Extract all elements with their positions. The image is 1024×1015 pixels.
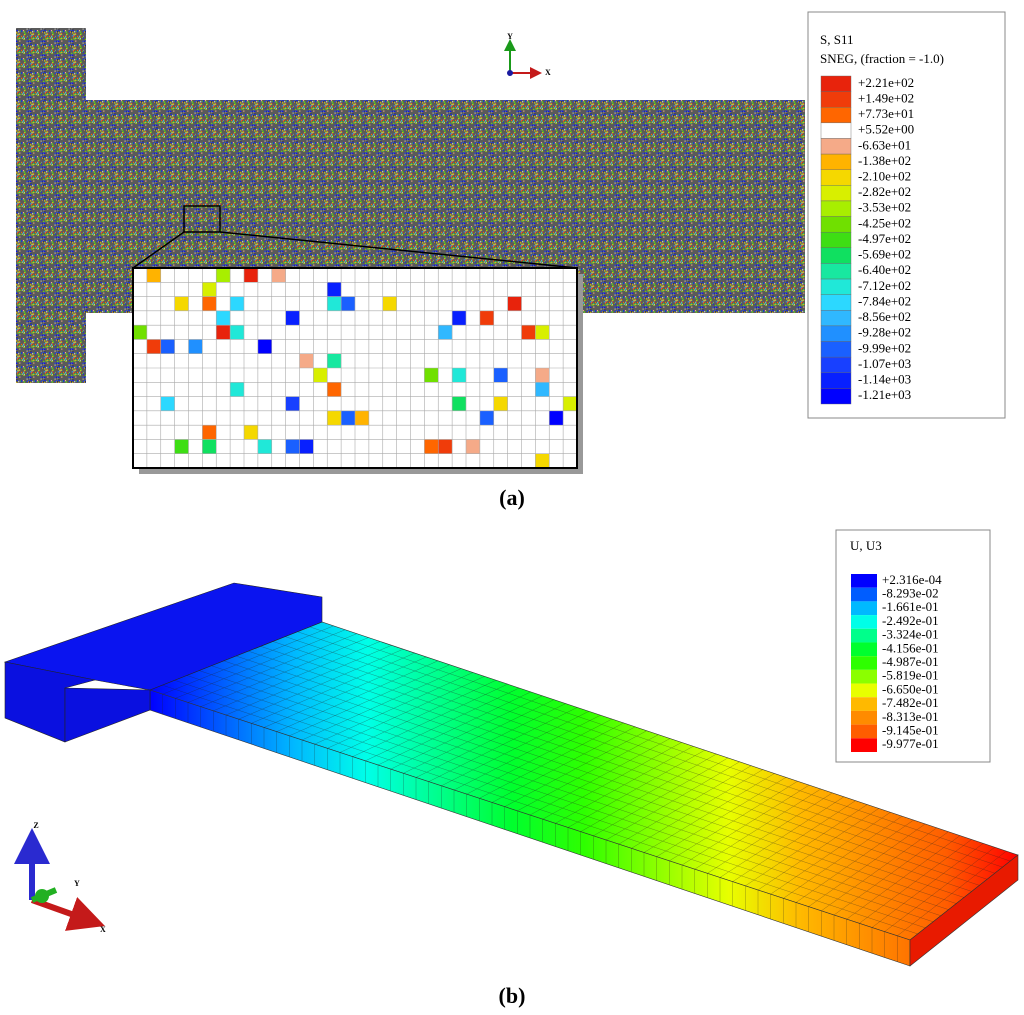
legend-label: -7.84e+02 [858,293,911,308]
triad-label: Y [74,879,80,888]
legend-label: -4.97e+02 [858,231,911,246]
legend-swatch [820,216,852,233]
legend-swatch [851,710,877,725]
legend-label: -9.145e-01 [882,722,939,737]
legend-label: -9.99e+02 [858,340,911,355]
legend-label: -2.82e+02 [858,184,911,199]
legend-label: -8.56e+02 [858,309,911,324]
legend-label: -8.293e-02 [882,586,939,601]
legend-label: -4.156e-01 [882,640,939,655]
legend-swatch [820,91,852,108]
legend-swatch [820,122,852,139]
legend-swatch [851,628,877,643]
triad-label: X [545,68,551,77]
legend-label: +5.52e+00 [858,122,914,137]
axis-triad: Z Y X [14,821,106,934]
legend-swatch [851,738,877,752]
legend-swatch [851,642,877,657]
legend-label: +2.316e-04 [882,572,942,587]
legend-swatch [820,263,852,280]
legend-label: -6.40e+02 [858,262,911,277]
legend-title: SNEG, (fraction = -1.0) [820,51,944,66]
beam [3,582,1019,967]
legend-label: -6.650e-01 [882,681,939,696]
legend-label: -8.313e-01 [882,709,939,724]
legend-swatch [851,587,877,602]
triad-label: Z [33,821,38,830]
legend-label: -3.324e-01 [882,627,939,642]
legend-swatch [820,75,852,92]
legend-swatch [820,388,852,405]
legend-label: -5.819e-01 [882,668,939,683]
legend-label: -5.69e+02 [858,247,911,262]
legend-label: -7.12e+02 [858,278,911,293]
legend: +2.21e+02+1.49e+02+7.73e+01+5.52e+00-6.6… [820,75,914,405]
zoom-region [183,205,221,233]
legend-title: U, U3 [850,538,882,553]
legend-swatch [820,107,852,124]
legend-label: -1.661e-01 [882,599,939,614]
caption: (b) [499,983,526,1008]
legend-swatch [820,231,852,249]
legend-swatch [820,247,852,264]
legend-label: -4.987e-01 [882,654,939,669]
legend-swatch [820,372,852,389]
legend-label: -1.21e+03 [858,387,911,402]
legend-swatch [851,669,877,684]
legend-swatch [820,356,852,373]
legend-swatch [820,138,852,155]
legend-label: -9.977e-01 [882,736,939,751]
legend-title: S, S11 [820,32,853,47]
zoom-line [132,231,185,269]
legend: +2.316e-04-8.293e-02-1.661e-01-2.492e-01… [851,572,942,752]
legend-label: +7.73e+01 [858,106,914,121]
legend-label: -9.28e+02 [858,325,911,340]
zoom-line [219,231,578,269]
legend-swatch [851,724,877,739]
legend-swatch [851,574,877,588]
legend-label: -1.07e+03 [858,356,911,371]
legend-swatch [820,153,852,170]
legend-swatch [820,169,852,186]
legend-swatch [820,185,852,202]
caption: (a) [499,485,525,510]
triad-label: X [100,925,106,934]
legend-label: -1.14e+03 [858,372,911,387]
legend-label: -1.38e+02 [858,153,911,168]
legend-swatch [820,310,852,327]
legend-swatch [820,200,852,217]
legend-label: +2.21e+02 [858,75,914,90]
legend-label: -2.492e-01 [882,613,939,628]
legend-swatch [851,615,877,629]
legend-swatch [851,697,877,711]
legend-swatch [820,341,852,358]
legend-swatch [820,278,852,295]
legend-label: -4.25e+02 [858,215,911,230]
legend-label: -3.53e+02 [858,200,911,215]
legend-label: -7.482e-01 [882,695,939,710]
legend-label: -6.63e+01 [858,137,911,152]
legend-label: -2.10e+02 [858,169,911,184]
triad-label: Y [507,32,513,41]
axis-triad: Y X [504,32,551,79]
legend-swatch [851,601,877,616]
legend-swatch [851,656,877,670]
inset-border [132,267,578,469]
legend-swatch [820,325,852,342]
zoom-inset [133,268,577,468]
legend-label: +1.49e+02 [858,90,914,105]
legend-swatch [851,683,877,698]
legend-swatch [820,294,852,311]
